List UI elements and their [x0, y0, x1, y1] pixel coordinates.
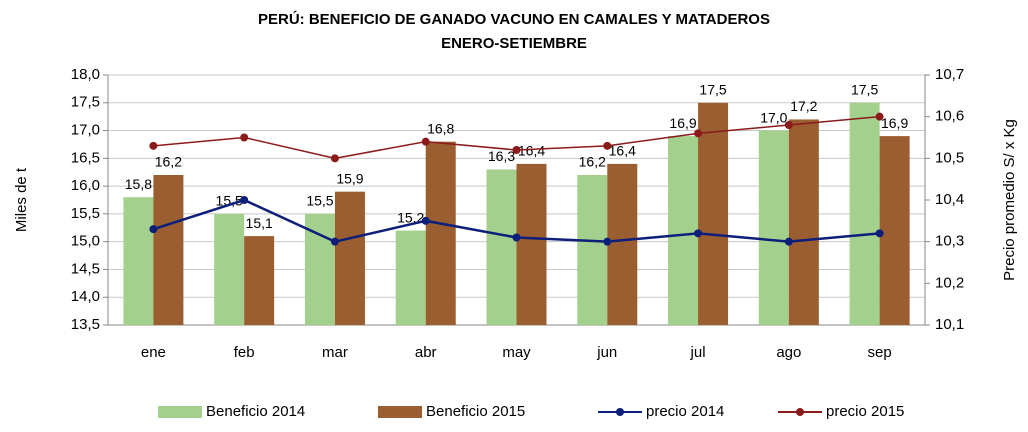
data-label: 16,3 [488, 148, 515, 164]
point [603, 237, 612, 246]
point [149, 225, 158, 234]
y2-tick-label: 10,3 [935, 233, 964, 250]
data-label: 16,4 [518, 143, 545, 159]
bar [607, 163, 638, 325]
point [240, 133, 249, 142]
bar [849, 102, 880, 326]
legend-swatch [796, 408, 804, 416]
x-tick-label: jul [690, 344, 706, 361]
y-tick-label: 17,5 [71, 94, 100, 111]
y-tick-label: 14,5 [71, 260, 100, 277]
bar [425, 141, 456, 325]
legend-swatch [378, 406, 422, 418]
x-tick-label: jun [596, 344, 617, 361]
bar [516, 163, 547, 325]
data-label: 17,0 [760, 109, 787, 125]
legend-label: Beneficio 2014 [206, 403, 305, 420]
bar [758, 130, 789, 325]
data-label: 16,9 [669, 115, 696, 131]
x-tick-label: ago [776, 344, 801, 361]
y-tick-label: 16,5 [71, 149, 100, 166]
legend-swatch [158, 406, 202, 418]
bar [395, 230, 426, 325]
data-label: 15,2 [397, 209, 424, 225]
y-tick-label: 13,5 [71, 316, 100, 333]
bar [486, 169, 517, 325]
y2-tick-label: 10,6 [935, 108, 964, 125]
x-tick-label: feb [234, 344, 255, 361]
y-tick-label: 17,0 [71, 122, 100, 139]
y-tick-label: 15,5 [71, 205, 100, 222]
point [875, 112, 884, 121]
bar [668, 136, 699, 325]
data-label: 15,8 [125, 176, 152, 192]
bar [698, 102, 729, 326]
data-label: 17,5 [699, 81, 726, 97]
y-tick-label: 15,0 [71, 233, 100, 250]
data-label: 15,1 [246, 215, 273, 231]
point [603, 141, 612, 150]
data-label: 15,5 [306, 193, 333, 209]
point [330, 154, 339, 163]
data-label: 17,2 [790, 98, 817, 114]
x-tick-label: mar [322, 344, 348, 361]
bar [214, 213, 245, 325]
bar [123, 197, 154, 325]
point [875, 229, 884, 238]
data-label: 16,2 [579, 154, 606, 170]
y2-tick-label: 10,4 [935, 191, 964, 208]
bar [334, 191, 365, 325]
bar [577, 175, 608, 325]
chart-subtitle: ENERO-SETIEMBRE [441, 35, 587, 52]
chart-title: PERÚ: BENEFICIO DE GANADO VACUNO EN CAMA… [258, 10, 770, 28]
data-label: 16,8 [427, 120, 454, 136]
bar [244, 236, 275, 325]
point [694, 229, 703, 238]
data-label: 16,9 [881, 115, 908, 131]
point [694, 129, 703, 138]
y2-tick-label: 10,2 [935, 274, 964, 291]
legend-swatch [616, 408, 624, 416]
point [784, 237, 793, 246]
x-tick-label: sep [868, 344, 892, 361]
x-tick-label: abr [415, 344, 437, 361]
point [512, 146, 521, 154]
y2-tick-label: 10,1 [935, 316, 964, 333]
y2-tick-label: 10,5 [935, 149, 964, 166]
data-label: 16,4 [609, 143, 636, 159]
legend-label: precio 2015 [826, 403, 904, 420]
y-tick-label: 16,0 [71, 177, 100, 194]
point [421, 216, 430, 225]
bar [304, 213, 335, 325]
point [330, 237, 339, 246]
y2-tick-label: 10,7 [935, 66, 964, 83]
point [240, 196, 249, 204]
data-label: 17,5 [851, 81, 878, 97]
data-label: 15,9 [336, 170, 363, 186]
legend-label: Beneficio 2015 [426, 403, 525, 420]
y-tick-label: 18,0 [71, 66, 100, 83]
bar [879, 136, 910, 325]
data-label: 16,2 [155, 154, 182, 170]
point [421, 137, 430, 146]
y-axis-label: Miles de t [13, 167, 30, 232]
y-tick-label: 14,0 [71, 288, 100, 305]
x-tick-label: may [502, 344, 531, 361]
point [784, 121, 793, 129]
point [512, 233, 521, 242]
x-tick-label: ene [141, 344, 166, 361]
y2-axis-label: Precio promedio S/ x Kg [1001, 119, 1018, 281]
bar [153, 175, 184, 325]
legend-label: precio 2014 [646, 403, 724, 420]
bar [788, 119, 819, 325]
point [149, 141, 158, 150]
data-label: 15,5 [216, 193, 243, 209]
